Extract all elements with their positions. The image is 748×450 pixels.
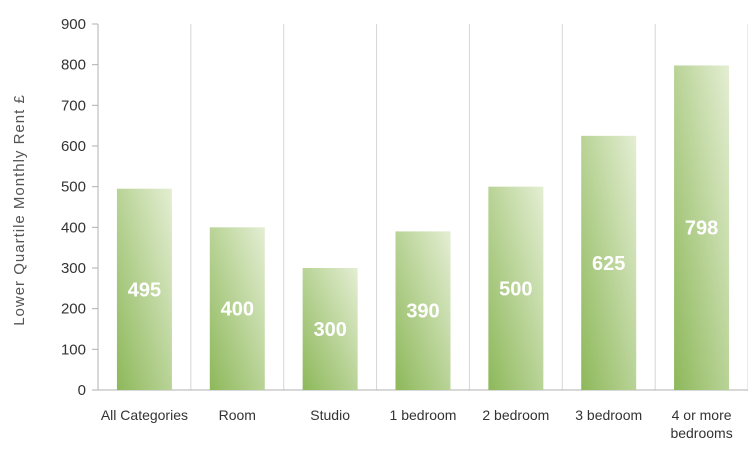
gridlines — [97, 24, 748, 391]
y-axis-ticks: 0 100 200 300 400 500 600 700 800 900 — [61, 16, 98, 399]
y-axis-title: Lower Quartile Monthly Rent £ — [11, 94, 28, 326]
x-tick-label: 2 bedroom — [482, 407, 549, 423]
y-tick-label: 300 — [61, 260, 86, 277]
y-tick-label: 900 — [61, 16, 86, 33]
y-tick-label: 500 — [61, 179, 86, 196]
x-tick-label: Room — [219, 407, 256, 423]
x-tick-label: 1 bedroom — [390, 407, 457, 423]
bar-value-label: 400 — [221, 299, 254, 321]
bar-value-label: 625 — [592, 253, 625, 275]
y-tick-label: 100 — [61, 341, 86, 358]
y-tick-label: 800 — [61, 57, 86, 74]
bar — [395, 231, 451, 390]
x-tick-label: Studio — [310, 407, 350, 423]
bar-value-label: 495 — [128, 279, 161, 301]
x-axis-ticks: All Categories Room Studio 1 bedroom 2 bedro… — [101, 407, 733, 441]
bar — [581, 135, 637, 390]
y-tick-label: 400 — [61, 219, 86, 236]
x-tick-label: bedrooms — [670, 425, 732, 441]
bar-value-label: 390 — [406, 301, 439, 323]
bar-value-label: 500 — [499, 278, 532, 300]
x-tick-label: 4 or more — [672, 407, 732, 423]
x-tick-label: 3 bedroom — [575, 407, 642, 423]
y-tick-label: 200 — [61, 301, 86, 318]
y-tick-label: 600 — [61, 138, 86, 155]
bar — [209, 227, 265, 390]
bar-value-label: 300 — [313, 319, 346, 341]
bar — [116, 188, 172, 390]
x-tick-label: All Categories — [101, 407, 188, 423]
bars: 495 400 300 390 500 625 798 — [116, 65, 730, 390]
bar — [674, 65, 730, 390]
y-tick-label: 700 — [61, 97, 86, 114]
bar-value-label: 798 — [685, 218, 718, 240]
bar — [488, 186, 544, 390]
y-tick-label: 0 — [78, 382, 86, 399]
bar — [302, 268, 358, 390]
